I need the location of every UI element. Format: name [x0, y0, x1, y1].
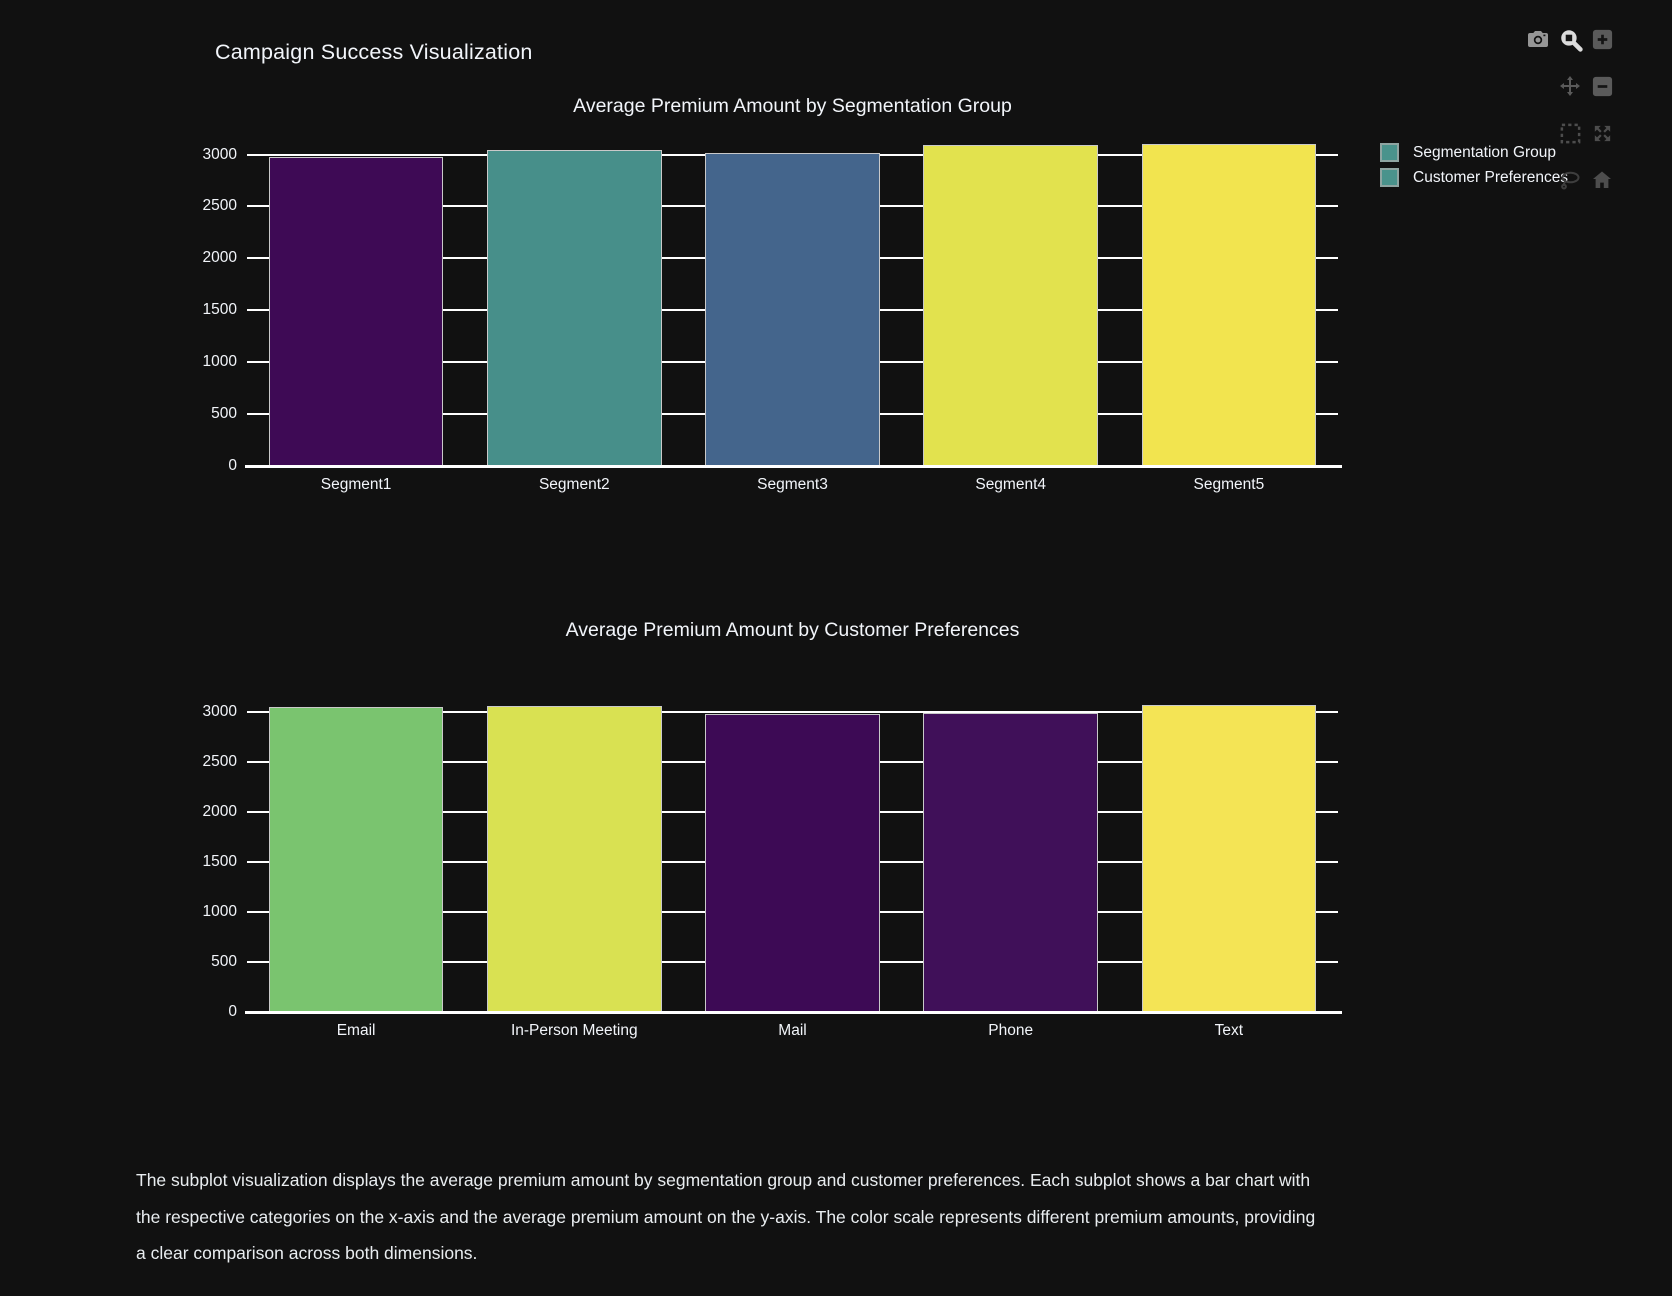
caption-line: the respective categories on the x-axis …: [136, 1206, 1316, 1227]
x-tick-label: In-Person Meeting: [510, 1022, 638, 1039]
y-tick-label: 2500: [202, 753, 237, 770]
x-tick-label: Phone: [988, 1022, 1034, 1039]
bar-segment2[interactable]: [487, 150, 662, 466]
x-tick-label: Segment4: [975, 476, 1047, 493]
bar-segment1[interactable]: [268, 156, 444, 466]
x-tick-label: Text: [1214, 1022, 1244, 1039]
y-tick-label: 2000: [202, 249, 237, 267]
x-tick-label: Segment5: [1193, 476, 1265, 493]
box-select-icon[interactable]: [1557, 120, 1583, 146]
x-tick-label: Segment2: [538, 476, 610, 493]
autoscale-icon[interactable]: [1589, 120, 1615, 146]
y-tick-label: 3000: [202, 145, 237, 163]
x-axis-line: [245, 465, 1342, 468]
caption-line: a clear comparison across both dimension…: [136, 1243, 478, 1263]
camera-download-icon[interactable]: [1525, 26, 1551, 52]
page-title: Campaign Success Visualization: [215, 40, 533, 64]
legend-item-customer-preferences[interactable]: Customer Preferences: [1380, 165, 1568, 190]
bar-mail[interactable]: [705, 713, 880, 1012]
bar-segment5[interactable]: [1141, 144, 1317, 466]
x-tick-label: Email: [336, 1022, 376, 1039]
y-tick-label: 0: [228, 457, 237, 474]
bar-text[interactable]: [1141, 705, 1317, 1012]
legend-label: Customer Preferences: [1413, 168, 1569, 186]
legend-label: Segmentation Group: [1413, 143, 1557, 161]
subplot2-title: Average Premium Amount by Customer Prefe…: [565, 619, 1020, 641]
bar-email[interactable]: [268, 707, 444, 1012]
bar-segment3[interactable]: [705, 152, 880, 466]
x-tick-label: Mail: [778, 1022, 807, 1039]
zoom-out-icon[interactable]: [1589, 73, 1615, 99]
x-tick-label: Segment1: [320, 476, 392, 493]
subplot2-plot-area: 0 500 1000 1500 2000 2500 3000 Email In-Person M…: [203, 697, 1342, 1039]
caption-line: The subplot visualization displays the a…: [136, 1170, 1311, 1190]
reset-axes-home-icon[interactable]: [1589, 167, 1615, 193]
y-tick-label: 2000: [202, 803, 237, 820]
y-tick-label: 500: [211, 953, 237, 970]
zoom-in-icon[interactable]: [1589, 26, 1615, 52]
y-tick-label: 3000: [202, 703, 237, 720]
x-axis-line: [245, 1011, 1342, 1014]
legend-swatch: [1380, 168, 1399, 187]
y-tick-label: 1500: [202, 853, 237, 870]
y-tick-label: 1000: [202, 903, 237, 920]
y-tick-label: 1500: [202, 301, 237, 319]
legend-item-segmentation-group[interactable]: Segmentation Group: [1380, 140, 1568, 165]
bar-in-person-meeting[interactable]: [487, 705, 662, 1012]
caption: The subplot visualization displays the a…: [136, 1162, 1641, 1272]
pan-icon[interactable]: [1557, 73, 1583, 99]
subplot1-plot-area: 0 500 1000 1500 2000 2500 3000 Segment1 Segment2…: [203, 139, 1342, 493]
subplot1-title: Average Premium Amount by Segmentation G…: [573, 95, 1012, 117]
zoom-magnifier-icon[interactable]: [1557, 26, 1583, 52]
y-tick-label: 1000: [202, 353, 237, 371]
legend-swatch: [1380, 143, 1399, 162]
y-tick-label: 2500: [202, 197, 237, 215]
lasso-select-icon[interactable]: [1557, 167, 1583, 193]
y-tick-label: 0: [228, 1003, 237, 1020]
legend: Segmentation Group Customer Preferences: [1380, 140, 1568, 190]
bar-segment4[interactable]: [923, 145, 1098, 466]
plotly-modebar: [1522, 26, 1618, 214]
y-tick-label: 500: [211, 405, 237, 423]
bar-phone[interactable]: [923, 713, 1098, 1012]
x-tick-label: Segment3: [757, 476, 828, 493]
gridline: [247, 711, 1338, 713]
